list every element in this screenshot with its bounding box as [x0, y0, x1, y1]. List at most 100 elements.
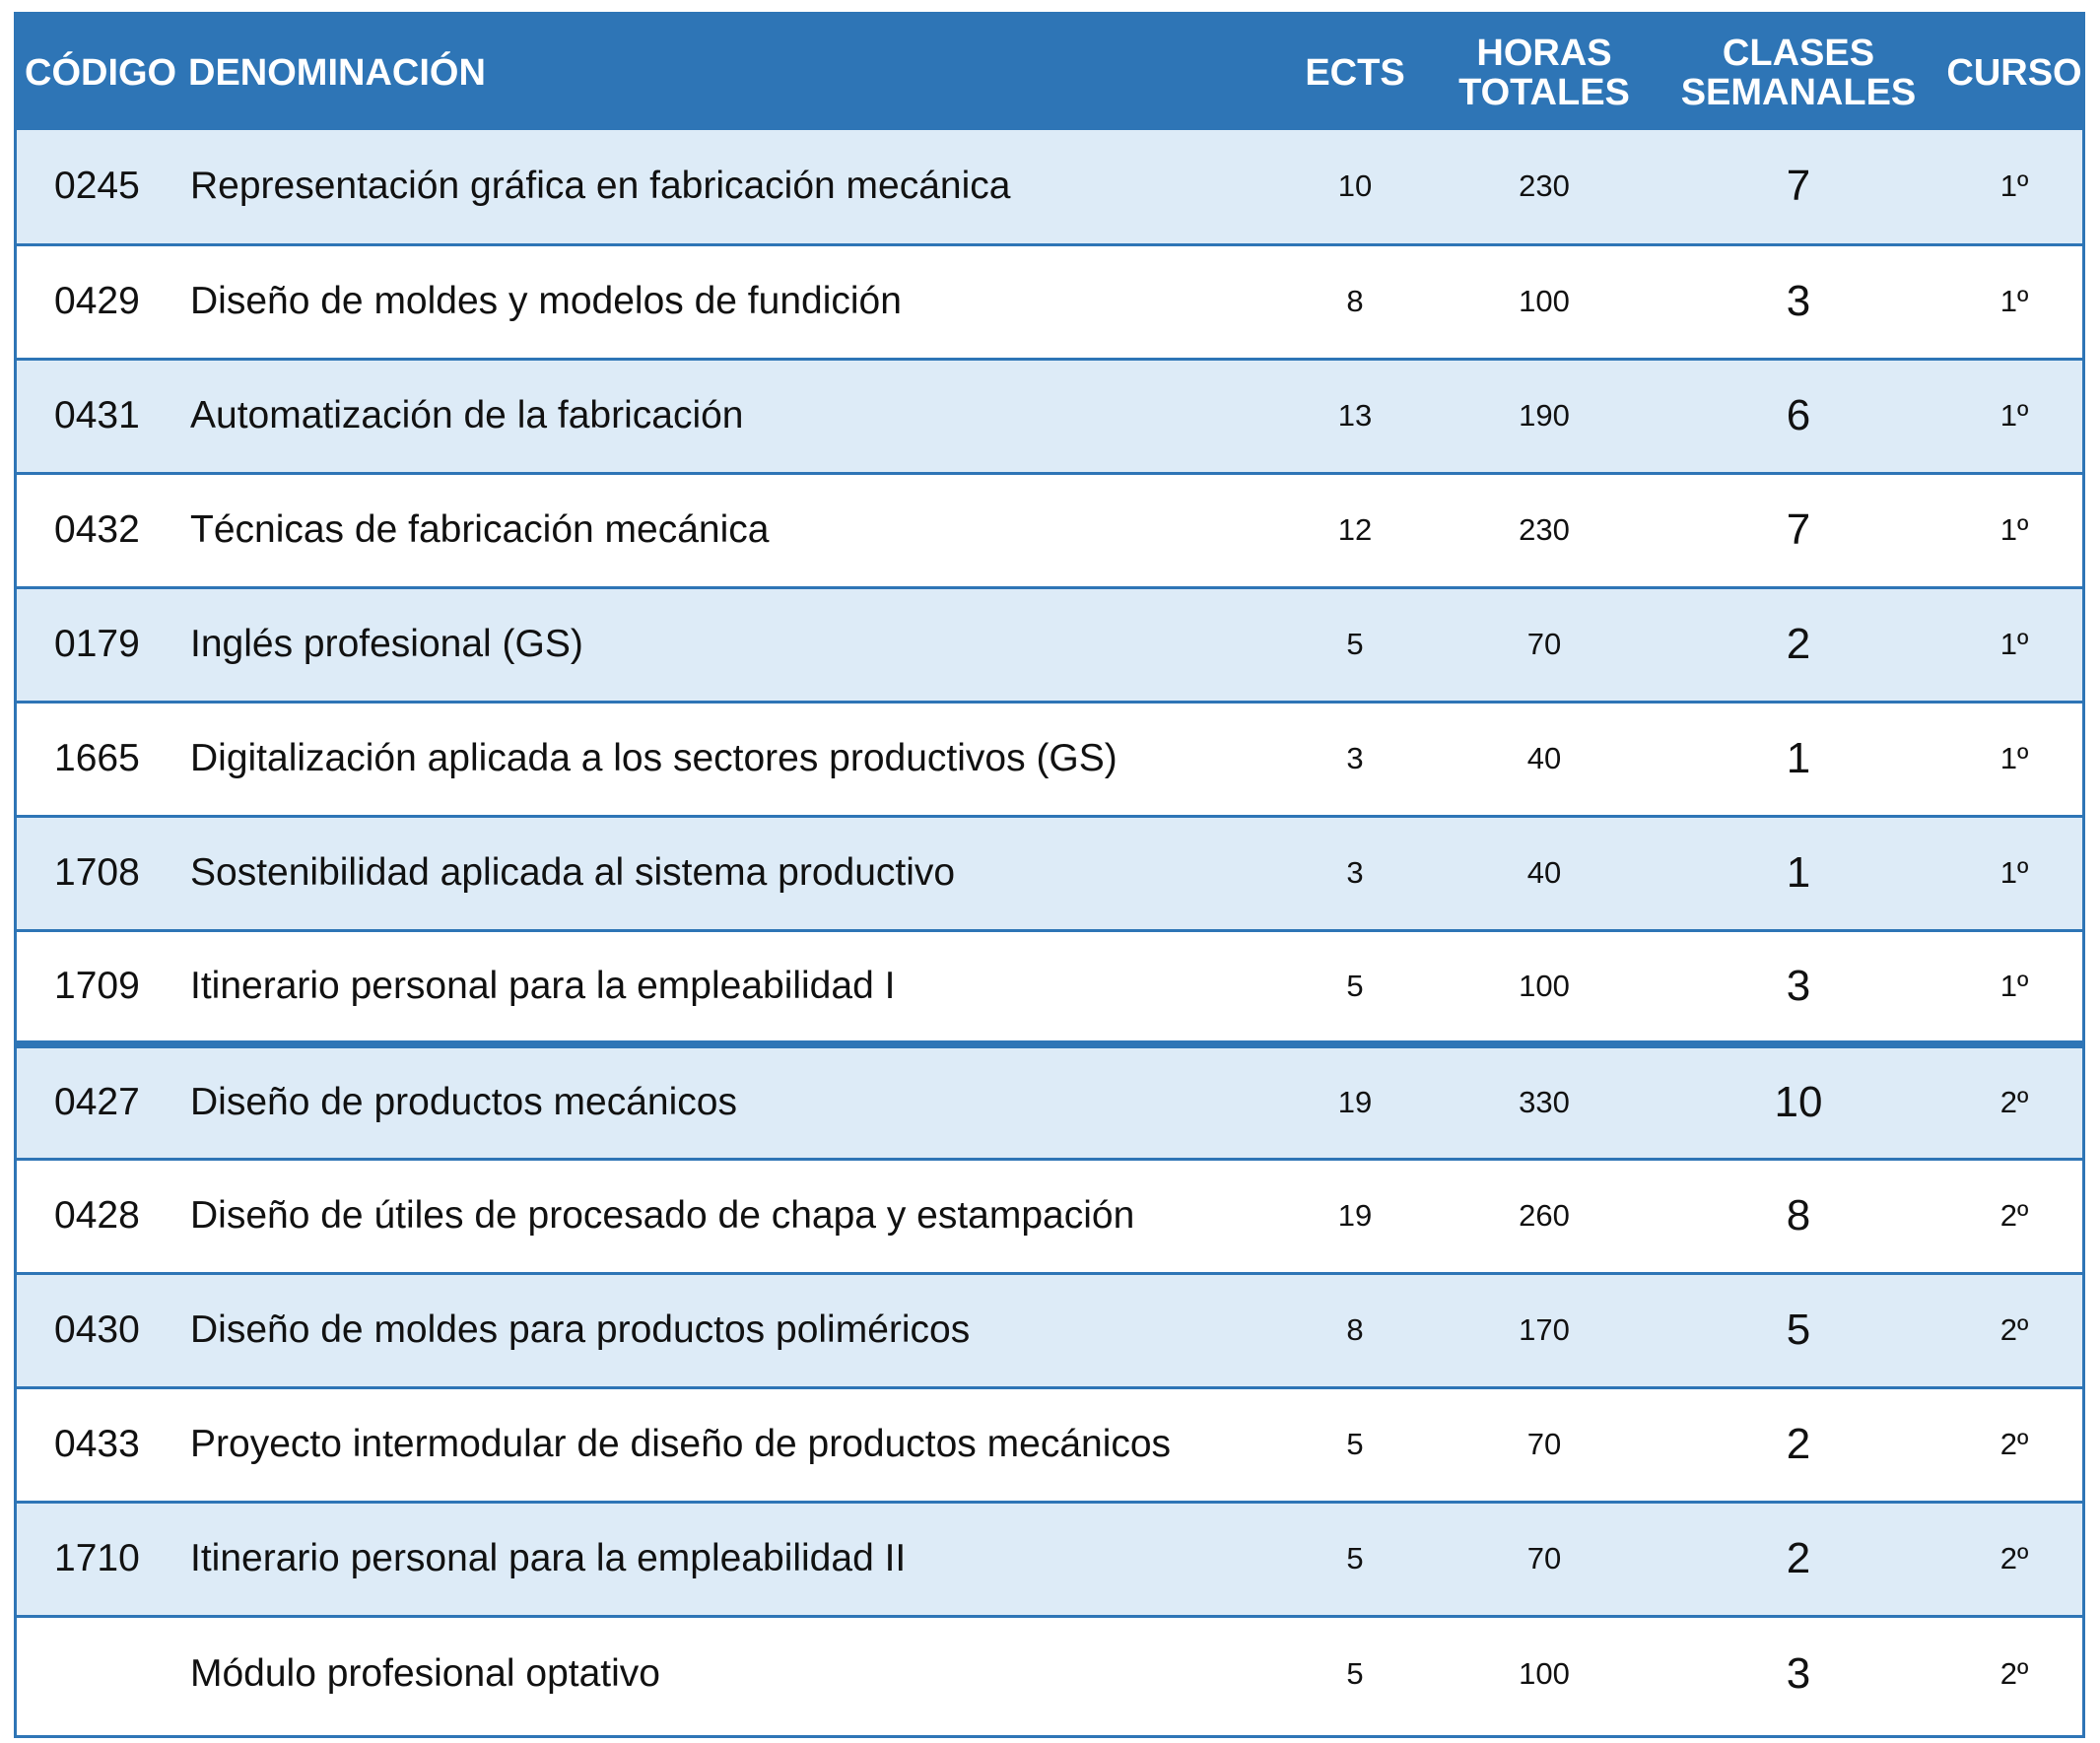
modules-table: CÓDIGO DENOMINACIÓN ECTS HORAS TOTALES C…	[17, 15, 2082, 1730]
cell-codigo	[17, 1616, 180, 1730]
cell-codigo: 0431	[54, 394, 140, 436]
table-row: 1708 Sostenibilidad aplicada al sistema p…	[17, 816, 2082, 930]
cell-horas-totales: 40	[1526, 855, 1562, 890]
table-row: 0433 Proyecto intermodular de diseño de p…	[17, 1387, 2082, 1502]
cell-horas-totales: 170	[1519, 1312, 1570, 1347]
cell-curso: 1º	[1999, 968, 2029, 1003]
cell-clases-semanales: 7	[1786, 505, 1811, 554]
cell-denominacion: Digitalización aplicada a los sectores p…	[190, 737, 1118, 779]
table-body: 0245 Representación gráfica en fabricació…	[17, 130, 2082, 1730]
cell-horas-totales: 100	[1519, 1655, 1570, 1691]
cell-horas-totales: 70	[1526, 1541, 1562, 1575]
cell-ects: 5	[1346, 968, 1364, 1003]
header-horas-line1: HORAS	[1476, 32, 1612, 74]
cell-denominacion: Técnicas de fabricación mecánica	[190, 508, 770, 551]
table-row: 0432 Técnicas de fabricación mecánica 12 23…	[17, 473, 2082, 587]
cell-codigo: 0432	[54, 508, 140, 551]
table-row: 0427 Diseño de productos mecánicos 19 330 10…	[17, 1044, 2082, 1159]
cell-clases-semanales: 6	[1786, 391, 1811, 439]
cell-denominacion: Itinerario personal para la empleabilida…	[190, 964, 896, 1007]
header-clases-line2: SEMANALES	[1680, 71, 1917, 113]
cell-codigo: 0429	[54, 280, 140, 322]
cell-clases-semanales: 2	[1786, 1420, 1811, 1468]
cell-curso: 1º	[1999, 398, 2029, 433]
cell-horas-totales: 230	[1519, 512, 1570, 547]
cell-curso: 1º	[1999, 168, 2029, 204]
table-row: 0245 Representación gráfica en fabricació…	[17, 130, 2082, 244]
header-curso: CURSO	[1946, 51, 2082, 94]
table-row: 0430 Diseño de moldes para productos poli…	[17, 1273, 2082, 1387]
cell-codigo: 0433	[54, 1423, 140, 1465]
cell-codigo: 0245	[54, 165, 140, 208]
cell-horas-totales: 330	[1519, 1085, 1570, 1120]
cell-horas-totales: 260	[1519, 1198, 1570, 1233]
cell-codigo: 1708	[54, 851, 140, 894]
cell-denominacion: Representación gráfica en fabricación me…	[190, 165, 1011, 208]
cell-horas-totales: 190	[1519, 398, 1570, 433]
cell-ects: 5	[1346, 1427, 1364, 1461]
cell-denominacion: Proyecto intermodular de diseño de produ…	[190, 1423, 1172, 1465]
cell-clases-semanales: 5	[1786, 1306, 1811, 1354]
cell-clases-semanales: 10	[1774, 1078, 1823, 1127]
cell-curso: 1º	[1999, 741, 2029, 775]
cell-codigo: 1665	[54, 737, 140, 779]
modules-table-container: CÓDIGO DENOMINACIÓN ECTS HORAS TOTALES C…	[14, 12, 2085, 1738]
cell-codigo: 0427	[54, 1081, 140, 1124]
cell-denominacion: Diseño de moldes y modelos de fundición	[190, 280, 902, 322]
cell-horas-totales: 70	[1526, 1427, 1562, 1461]
table-row: 1665 Digitalización aplicada a los sector…	[17, 702, 2082, 816]
cell-denominacion: Diseño de productos mecánicos	[190, 1081, 737, 1124]
cell-curso: 1º	[1999, 512, 2029, 547]
cell-clases-semanales: 2	[1786, 620, 1811, 668]
header-horas-totales: HORAS TOTALES	[1438, 15, 1651, 130]
cell-horas-totales: 70	[1526, 627, 1562, 661]
cell-denominacion: Itinerario personal para la empleabilida…	[190, 1537, 907, 1579]
cell-ects: 12	[1337, 512, 1373, 547]
cell-codigo: 1709	[54, 964, 140, 1007]
cell-ects: 5	[1346, 1541, 1364, 1575]
cell-codigo: 0179	[54, 623, 140, 665]
cell-ects: 3	[1346, 855, 1364, 890]
cell-clases-semanales: 7	[1786, 162, 1811, 211]
cell-curso: 2º	[1999, 1198, 2029, 1233]
cell-curso: 2º	[1999, 1312, 2029, 1347]
cell-horas-totales: 230	[1519, 168, 1570, 204]
cell-curso: 2º	[1999, 1085, 2029, 1120]
header-clases-semanales: CLASES SEMANALES	[1651, 15, 1946, 130]
cell-curso: 1º	[1999, 627, 2029, 661]
cell-horas-totales: 100	[1519, 284, 1570, 318]
table-row: 0179 Inglés profesional (GS) 5 70 2 1º	[17, 587, 2082, 702]
cell-ects: 19	[1337, 1085, 1373, 1120]
cell-codigo: 1710	[54, 1537, 140, 1579]
table-row: 0428 Diseño de útiles de procesado de cha…	[17, 1159, 2082, 1273]
cell-horas-totales: 100	[1519, 968, 1570, 1003]
cell-curso: 2º	[1999, 1427, 2029, 1461]
table-row: 1709 Itinerario personal para la empleabi…	[17, 930, 2082, 1044]
cell-denominacion: Diseño de útiles de procesado de chapa y…	[190, 1194, 1135, 1237]
cell-ects: 8	[1346, 1312, 1364, 1347]
table-row: Módulo profesional optativo 5 100 3 2º	[17, 1616, 2082, 1730]
header-denominacion: DENOMINACIÓN	[188, 51, 486, 94]
header-clases-line1: CLASES	[1722, 32, 1875, 74]
cell-clases-semanales: 1	[1786, 848, 1811, 897]
cell-clases-semanales: 3	[1786, 961, 1811, 1010]
table-row: 0429 Diseño de moldes y modelos de fundic…	[17, 244, 2082, 359]
cell-clases-semanales: 8	[1786, 1191, 1811, 1240]
cell-ects: 19	[1337, 1198, 1373, 1233]
cell-ects: 5	[1346, 627, 1364, 661]
cell-ects: 8	[1346, 284, 1364, 318]
cell-clases-semanales: 3	[1786, 277, 1811, 325]
table-header-row: CÓDIGO DENOMINACIÓN ECTS HORAS TOTALES C…	[17, 15, 2082, 130]
header-horas-line2: TOTALES	[1458, 71, 1630, 113]
cell-ects: 5	[1346, 1655, 1364, 1691]
cell-codigo: 0430	[54, 1308, 140, 1351]
cell-ects: 13	[1337, 398, 1373, 433]
table-row: 0431 Automatización de la fabricación 13 19…	[17, 359, 2082, 473]
cell-denominacion: Automatización de la fabricación	[190, 394, 744, 436]
cell-ects: 3	[1346, 741, 1364, 775]
header-ects: ECTS	[1305, 51, 1405, 94]
cell-denominacion: Sostenibilidad aplicada al sistema produ…	[190, 851, 956, 894]
cell-clases-semanales: 3	[1786, 1648, 1811, 1698]
cell-ects: 10	[1337, 168, 1373, 204]
cell-denominacion: Diseño de moldes para productos poliméri…	[190, 1308, 971, 1351]
